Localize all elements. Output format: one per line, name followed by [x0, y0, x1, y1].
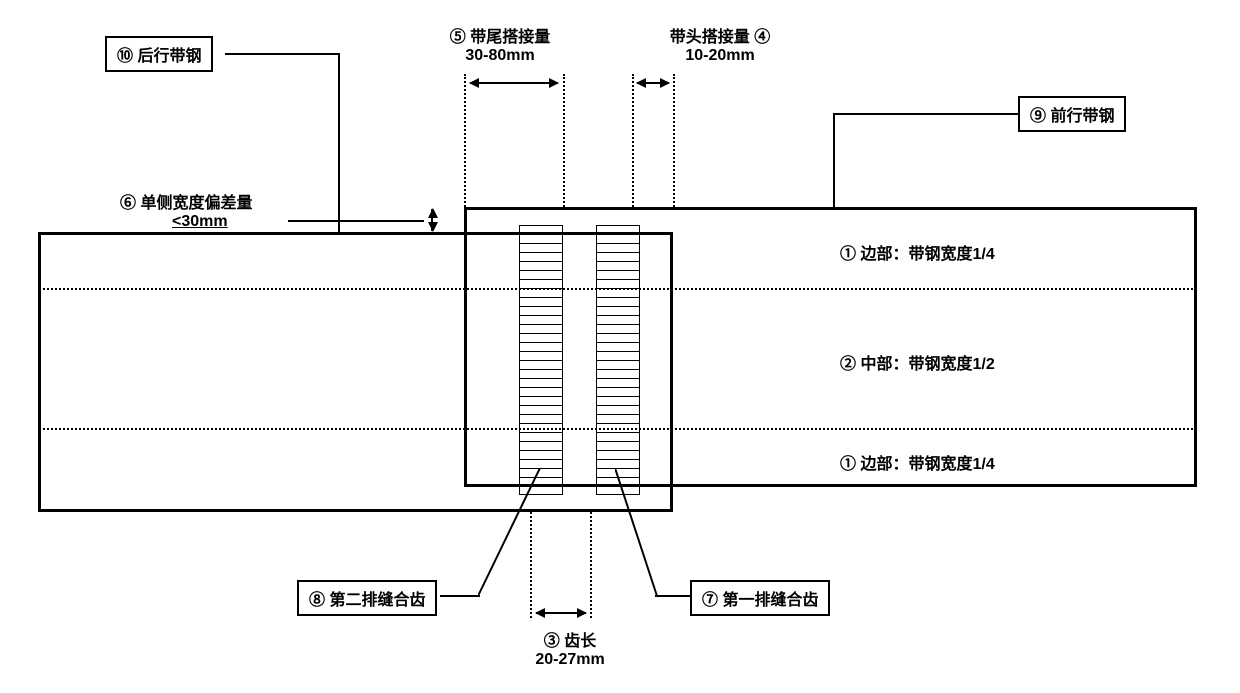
leader-8-h — [440, 595, 480, 597]
guide-tail-right — [563, 74, 565, 207]
callout-4-marker: ④ — [754, 29, 770, 46]
guide-head-right — [673, 74, 675, 207]
leader-9-h — [833, 113, 1018, 115]
region-edge-top-text: 边部：带钢宽度1/4 — [860, 246, 994, 263]
leader-10-h — [225, 53, 340, 55]
callout-8-marker: ⑧ — [309, 592, 325, 609]
leader-10-v — [338, 53, 340, 233]
callout-6-l1: 单侧宽度偏差量 — [140, 195, 252, 212]
callout-3-l1: 齿长 — [564, 633, 596, 650]
arrow-head-overlap — [637, 82, 669, 84]
callout-9-text: 前行带钢 — [1050, 108, 1114, 125]
callout-4: 带头搭接量 ④ 10-20mm — [620, 23, 820, 65]
leader-7-h — [655, 595, 690, 597]
callout-5: ⑤ 带尾搭接量 30-80mm — [400, 23, 600, 65]
guide-head-left — [632, 74, 634, 207]
region-edge-top: ① 边部：带钢宽度1/4 — [840, 240, 995, 264]
arrow-tail-overlap — [470, 82, 558, 84]
callout-3-marker: ③ — [544, 633, 560, 650]
callout-6: ⑥ 单侧宽度偏差量 <30mm — [120, 189, 252, 231]
callout-8-text: 第二排缝合齿 — [329, 592, 425, 609]
region-edge-bot-marker: ① — [840, 456, 856, 473]
callout-8-box: ⑧ 第二排缝合齿 — [297, 580, 437, 616]
region-middle: ② 中部：带钢宽度1/2 — [840, 350, 995, 374]
tooth-column-1 — [596, 225, 640, 495]
callout-5-l1: 带尾搭接量 — [470, 29, 550, 46]
callout-7-text: 第一排缝合齿 — [722, 592, 818, 609]
leader-7-d — [615, 468, 660, 598]
callout-5-l2: 30-80mm — [465, 47, 534, 64]
callout-9-box: ⑨ 前行带钢 — [1018, 96, 1126, 132]
guide-tail-left — [464, 74, 466, 207]
leader-9-v — [833, 113, 835, 208]
callout-7-box: ⑦ 第一排缝合齿 — [690, 580, 830, 616]
region-edge-bot-text: 边部：带钢宽度1/4 — [860, 456, 994, 473]
callout-6-marker: ⑥ — [120, 195, 136, 212]
callout-4-l1: 带头搭接量 — [670, 29, 750, 46]
arrow-side-dev — [431, 209, 433, 231]
tooth-column-2 — [519, 225, 563, 495]
arrow-tooth-length — [536, 612, 586, 614]
leader-6-h — [288, 220, 424, 222]
region-middle-text: 中部：带钢宽度1/2 — [860, 356, 994, 373]
callout-5-marker: ⑤ — [450, 29, 466, 46]
callout-9-marker: ⑨ — [1030, 108, 1046, 125]
callout-10-box: ⑩ 后行带钢 — [105, 36, 213, 72]
callout-3-l2: 20-27mm — [535, 651, 604, 668]
callout-7-marker: ⑦ — [702, 592, 718, 609]
leading-strip — [464, 207, 1197, 487]
callout-3: ③ 齿长 20-27mm — [495, 627, 645, 669]
callout-6-l2: <30mm — [172, 213, 228, 230]
diagram-stage: ⑤ 带尾搭接量 30-80mm 带头搭接量 ④ 10-20mm ⑩ 后行带钢 ⑨… — [0, 0, 1240, 693]
region-middle-marker: ② — [840, 356, 856, 373]
callout-10-marker: ⑩ — [117, 48, 133, 65]
callout-10-text: 后行带钢 — [137, 48, 201, 65]
leader-8-d — [478, 468, 548, 598]
region-edge-top-marker: ① — [840, 246, 856, 263]
guide-tooth-right — [590, 512, 592, 618]
callout-4-l2: 10-20mm — [685, 47, 754, 64]
region-edge-bot: ① 边部：带钢宽度1/4 — [840, 450, 995, 474]
